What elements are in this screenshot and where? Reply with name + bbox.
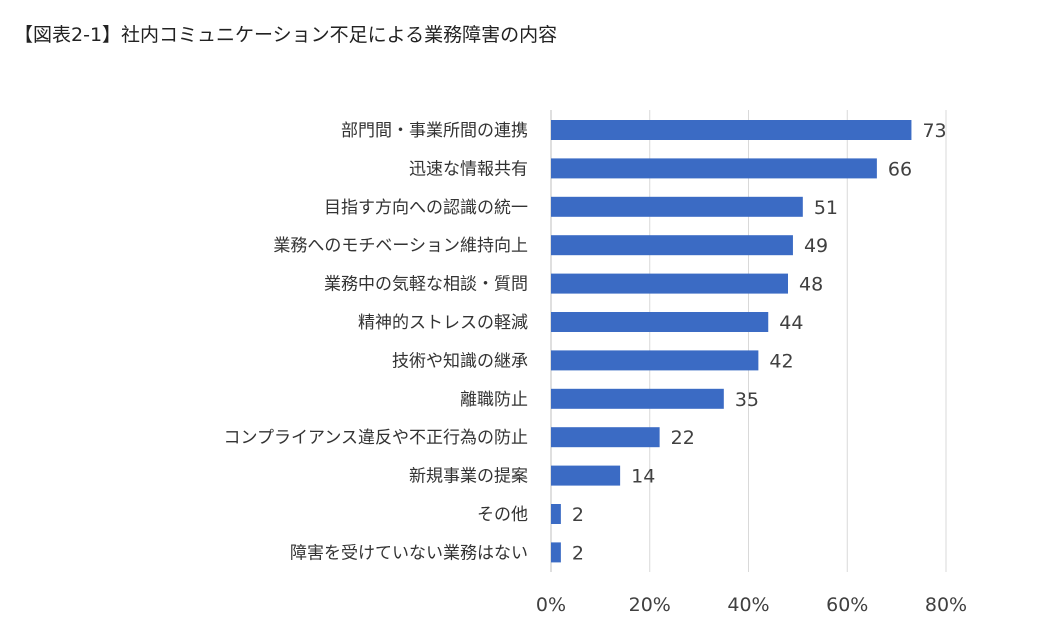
data-label: 2 <box>572 542 584 564</box>
category-label: その他 <box>477 505 528 525</box>
category-label: 技術や知識の継承 <box>392 351 528 371</box>
x-tick-labels: 0% 20% 40% 60% 80% <box>536 594 967 616</box>
category-label: 新規事業の提案 <box>409 467 528 487</box>
x-tick-label: 80% <box>925 594 967 616</box>
x-tick-label: 0% <box>536 594 566 616</box>
bar <box>551 120 912 140</box>
category-label: 離職防止 <box>460 390 528 410</box>
x-tick-label: 60% <box>826 594 868 616</box>
data-label: 51 <box>814 197 838 219</box>
bar <box>551 542 561 563</box>
category-label: 障害を受けていない業務はない <box>290 543 528 563</box>
page-title: 【図表2-1】社内コミュニケーション不足による業務障害の内容 <box>14 24 558 46</box>
bar <box>551 388 724 409</box>
data-label: 66 <box>888 158 912 180</box>
data-label: 44 <box>779 312 803 334</box>
bar <box>551 350 759 371</box>
bar <box>551 273 788 294</box>
x-tick-label: 40% <box>727 594 769 616</box>
data-label: 48 <box>799 274 823 296</box>
category-label: 目指す方向への認識の統一 <box>324 198 528 218</box>
category-label: 迅速な情報共有 <box>409 159 528 179</box>
bars <box>551 120 912 563</box>
data-label: 22 <box>671 427 695 449</box>
category-label: 業務へのモチベーション維持向上 <box>273 236 528 256</box>
bar <box>551 235 793 256</box>
bar <box>551 312 769 332</box>
bar <box>551 465 621 486</box>
x-tick-label: 20% <box>629 594 671 616</box>
category-label: 精神的ストレスの軽減 <box>358 313 528 333</box>
data-label: 73 <box>922 120 946 142</box>
data-label: 42 <box>769 350 793 372</box>
bar <box>551 504 561 524</box>
category-label: コンプライアンス違反や不正行為の防止 <box>224 428 528 448</box>
category-labels: 部門間・事業所間の連携迅速な情報共有目指す方向への認識の統一業務へのモチベーショ… <box>224 121 528 563</box>
grid-lines <box>550 110 947 572</box>
bar <box>551 196 803 217</box>
data-label: 35 <box>735 389 759 411</box>
bar <box>551 158 877 179</box>
data-label: 14 <box>631 466 655 488</box>
bar <box>551 427 660 448</box>
category-label: 業務中の気軽な相談・質問 <box>324 275 528 295</box>
data-label: 2 <box>572 504 584 526</box>
data-label: 49 <box>804 235 828 257</box>
category-label: 部門間・事業所間の連携 <box>341 121 528 141</box>
